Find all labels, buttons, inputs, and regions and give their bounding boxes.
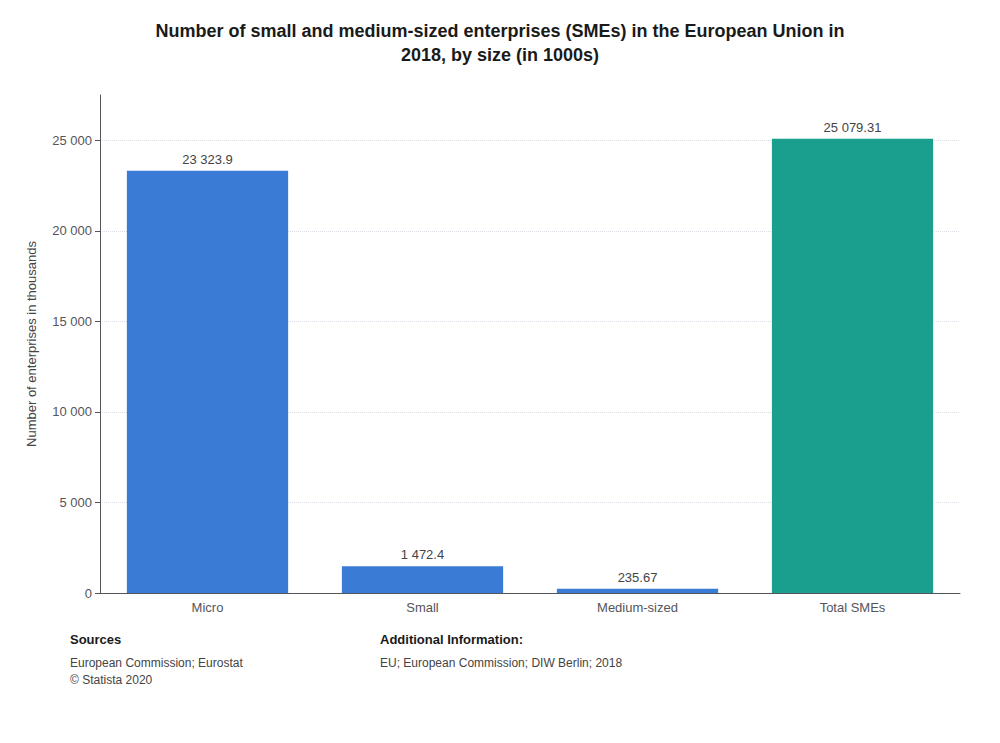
svg-text:Additional Information:: Additional Information: (380, 632, 523, 647)
svg-text:Micro: Micro (192, 600, 224, 615)
svg-text:25 000: 25 000 (52, 133, 92, 148)
svg-text:Number of small and medium-siz: Number of small and medium-sized enterpr… (155, 21, 844, 41)
svg-text:20 000: 20 000 (52, 223, 92, 238)
svg-text:10 000: 10 000 (52, 404, 92, 419)
svg-text:0: 0 (85, 586, 92, 601)
svg-text:25 079.31: 25 079.31 (824, 120, 882, 135)
svg-text:European Commission; Eurostat: European Commission; Eurostat (70, 656, 243, 670)
svg-text:Total SMEs: Total SMEs (820, 600, 886, 615)
svg-text:Medium-sized: Medium-sized (597, 600, 678, 615)
svg-text:2018, by size (in 1000s): 2018, by size (in 1000s) (401, 45, 599, 65)
svg-text:23 323.9: 23 323.9 (182, 152, 233, 167)
svg-text:1 472.4: 1 472.4 (401, 547, 444, 562)
svg-text:Small: Small (406, 600, 439, 615)
svg-text:15 000: 15 000 (52, 314, 92, 329)
svg-text:© Statista 2020: © Statista 2020 (70, 673, 153, 687)
svg-text:235.67: 235.67 (618, 570, 658, 585)
svg-text:Number of enterprises in thous: Number of enterprises in thousands (24, 241, 39, 447)
svg-text:5 000: 5 000 (59, 495, 92, 510)
svg-text:Sources: Sources (70, 632, 121, 647)
svg-text:EU; European Commission; DIW B: EU; European Commission; DIW Berlin; 201… (380, 656, 622, 670)
